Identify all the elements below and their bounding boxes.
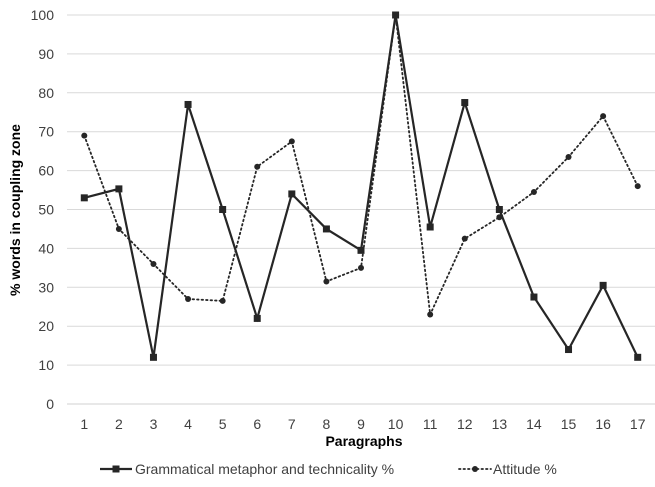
data-point	[357, 246, 365, 254]
legend-swatch-marker	[112, 465, 120, 473]
data-point	[115, 225, 122, 232]
data-point	[530, 293, 538, 301]
data-point	[565, 346, 573, 354]
x-axis-title: Paragraphs	[325, 433, 402, 449]
data-point	[219, 206, 227, 213]
x-tick-label: 7	[288, 416, 296, 432]
data-point	[600, 113, 607, 120]
series-layer	[80, 11, 642, 361]
y-tick-labels: 0 10 20 30 40 50 60 70 80 90 100	[31, 7, 55, 412]
data-point	[634, 353, 642, 361]
data-point	[81, 132, 88, 139]
x-tick-label: 8	[323, 416, 331, 432]
x-tick-label: 17	[630, 416, 646, 432]
x-tick-label: 6	[253, 416, 261, 432]
series-line	[84, 14, 639, 358]
data-point	[599, 281, 607, 289]
y-tick-label: 10	[38, 357, 54, 373]
y-tick-label: 20	[38, 318, 54, 334]
data-point	[254, 163, 261, 170]
x-tick-label: 4	[184, 416, 192, 432]
data-point	[426, 223, 434, 231]
series-grammatical-metaphor	[80, 11, 642, 361]
legend-label: Grammatical metaphor and technicality %	[135, 461, 394, 477]
data-point	[115, 185, 123, 193]
data-point	[461, 99, 469, 107]
y-tick-label: 80	[38, 85, 54, 101]
data-point	[219, 297, 226, 304]
legend-label: Attitude %	[493, 461, 557, 477]
data-point	[358, 264, 364, 271]
y-tick-label: 0	[46, 396, 54, 412]
data-point	[322, 225, 330, 233]
data-point	[634, 183, 641, 190]
x-tick-label: 12	[457, 416, 473, 432]
data-point	[185, 295, 192, 302]
x-tick-label: 11	[423, 416, 438, 432]
x-tick-label: 5	[219, 416, 227, 432]
data-point	[80, 194, 88, 202]
y-axis-title: % words in coupling zone	[7, 124, 23, 296]
data-point	[149, 353, 157, 361]
data-point	[565, 153, 572, 160]
x-tick-label: 3	[150, 416, 158, 432]
y-tick-label: 70	[38, 124, 54, 140]
x-tick-label: 13	[492, 416, 508, 432]
x-tick-label: 1	[80, 416, 88, 432]
legend-item-grammatical-metaphor: Grammatical metaphor and technicality %	[100, 461, 394, 477]
data-point	[323, 278, 330, 285]
data-point	[253, 314, 261, 322]
data-point	[461, 235, 468, 242]
data-point	[392, 11, 400, 19]
legend-swatch-marker	[472, 466, 478, 472]
series-attitude	[81, 12, 641, 318]
x-tick-label: 14	[526, 416, 542, 432]
x-tick-label: 2	[115, 416, 123, 432]
x-tick-label: 15	[561, 416, 577, 432]
data-point	[150, 260, 157, 267]
y-tick-label: 90	[38, 46, 54, 62]
x-tick-labels: 1 2 3 4 5 6 7 8 9 10 11 12 13 14 15 16 17	[80, 416, 645, 432]
x-tick-label: 9	[357, 416, 365, 432]
legend-item-attitude: Attitude %	[458, 461, 557, 477]
legend: Grammatical metaphor and technicality % A…	[100, 461, 557, 477]
data-point	[288, 138, 295, 145]
y-tick-label: 100	[31, 7, 55, 23]
data-point	[184, 100, 192, 108]
y-tick-label: 60	[38, 163, 54, 179]
data-point	[288, 190, 296, 198]
y-tick-label: 50	[38, 202, 54, 218]
x-tick-label: 10	[388, 416, 404, 432]
data-point	[427, 311, 434, 318]
x-tick-label: 16	[595, 416, 611, 432]
y-tick-label: 40	[38, 240, 54, 256]
data-point	[495, 206, 503, 213]
data-point	[530, 188, 537, 195]
y-tick-label: 30	[38, 279, 54, 295]
